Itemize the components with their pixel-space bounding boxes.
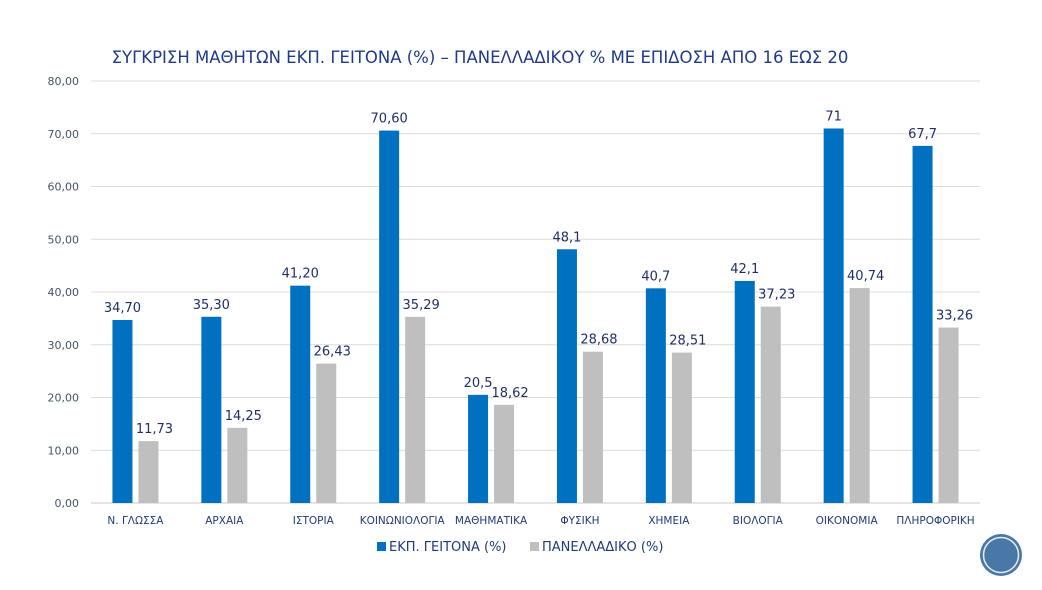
data-label: 35,30 — [193, 298, 230, 313]
legend: ΕΚΠ. ΓΕΙΤΟΝΑ (%) ΠΑΝΕΛΛΑΔΙΚΟ (%) — [377, 540, 663, 555]
data-label: 33,26 — [936, 309, 973, 324]
bar-panelladiko — [316, 363, 337, 503]
x-axis-ticks: Ν. ΓΛΩΣΣΑ ΑΡΧΑΙΑ ΙΣΤΟΡΙΑ ΚΟΙΝΩΝΙΟΛΟΓΙΑ ΜΑΘΗΜ… — [107, 515, 974, 527]
y-axis-ticks: 0,00 10,00 20,00 30,00 40,00 50,00 60,00 70,00 8… — [48, 75, 80, 510]
x-tick-label: ΑΡΧΑΙΑ — [205, 515, 244, 527]
data-label: 14,25 — [225, 409, 262, 424]
x-tick-label: ΠΛΗΡΟΦΟΡΙΚΗ — [896, 515, 974, 527]
x-tick-label: Ν. ΓΛΩΣΣΑ — [107, 515, 164, 527]
legend-swatch-panelladiko — [530, 542, 539, 551]
bar-ekp-geitona — [201, 316, 222, 503]
data-label: 70,60 — [371, 112, 408, 127]
x-tick-label: ΙΣΤΟΡΙΑ — [293, 515, 335, 527]
y-tick-label: 30,00 — [48, 339, 80, 352]
bar-ekp-geitona — [734, 280, 755, 503]
x-tick-label: ΧΗΜΕΙΑ — [648, 515, 690, 527]
data-label: 34,70 — [104, 301, 141, 316]
data-label: 11,73 — [136, 422, 173, 437]
y-tick-label: 40,00 — [48, 286, 80, 299]
gridlines — [91, 80, 980, 504]
legend-swatch-ekp-geitona — [377, 542, 386, 551]
bar-ekp-geitona — [645, 288, 666, 503]
data-label: 18,62 — [491, 386, 528, 401]
bar-panelladiko — [938, 327, 959, 503]
bar-panelladiko — [760, 306, 781, 503]
data-label: 42,1 — [730, 262, 759, 277]
data-label: 20,5 — [464, 376, 493, 391]
bar-panelladiko — [671, 352, 692, 503]
y-tick-label: 60,00 — [48, 181, 80, 194]
y-tick-label: 0,00 — [55, 497, 80, 510]
data-label: 48,1 — [552, 230, 581, 245]
bar-panelladiko — [849, 288, 870, 503]
x-tick-label: ΚΟΙΝΩΝΙΟΛΟΓΙΑ — [360, 515, 446, 527]
x-tick-label: ΦΥΣΙΚΗ — [560, 515, 599, 527]
data-label: 40,7 — [641, 269, 670, 284]
y-tick-label: 50,00 — [48, 233, 80, 246]
data-label: 28,51 — [669, 334, 706, 349]
data-label: 37,23 — [758, 288, 795, 303]
y-tick-label: 10,00 — [48, 444, 80, 457]
y-tick-label: 80,00 — [48, 75, 80, 88]
data-label: 26,43 — [314, 345, 351, 360]
bars — [112, 128, 959, 503]
bar-ekp-geitona — [112, 319, 133, 503]
bar-ekp-geitona — [468, 394, 489, 503]
bar-panelladiko — [405, 316, 426, 503]
bar-ekp-geitona — [912, 145, 933, 503]
data-label: 35,29 — [403, 298, 440, 313]
y-tick-label: 70,00 — [48, 128, 80, 141]
bar-ekp-geitona — [556, 249, 577, 503]
data-label: 40,74 — [847, 269, 884, 284]
data-label: 28,68 — [580, 333, 617, 348]
bar-ekp-geitona — [823, 128, 844, 503]
x-tick-label: ΜΑΘΗΜΑΤΙΚΑ — [455, 515, 528, 527]
data-label: 41,20 — [282, 267, 319, 282]
data-label: 71 — [825, 109, 842, 124]
chart-title: ΣΥΓΚΡΙΣΗ ΜΑΘΗΤΩΝ ΕΚΠ. ΓΕΙΤΟΝΑ (%) – ΠΑΝΕ… — [112, 48, 849, 67]
bar-panelladiko — [138, 441, 159, 503]
legend-label-ekp-geitona: ΕΚΠ. ΓΕΙΤΟΝΑ (%) — [389, 540, 507, 555]
bar-ekp-geitona — [290, 285, 311, 503]
bar-panelladiko — [227, 427, 248, 503]
legend-label-panelladiko: ΠΑΝΕΛΛΑΔΙΚΟ (%) — [542, 540, 663, 555]
x-tick-label: ΟΙΚΟΝΟΜΙΑ — [816, 515, 879, 527]
y-tick-label: 20,00 — [48, 392, 80, 405]
x-tick-label: ΒΙΟΛΟΓΙΑ — [733, 515, 784, 527]
bar-ekp-geitona — [379, 130, 400, 503]
bar-panelladiko — [582, 351, 603, 503]
data-labels: 34,70 11,73 35,30 14,25 41,20 26,43 70,60 35,29… — [104, 109, 973, 437]
data-label: 67,7 — [908, 127, 937, 142]
circle-logo-icon — [980, 534, 1022, 576]
bar-panelladiko — [494, 404, 515, 503]
